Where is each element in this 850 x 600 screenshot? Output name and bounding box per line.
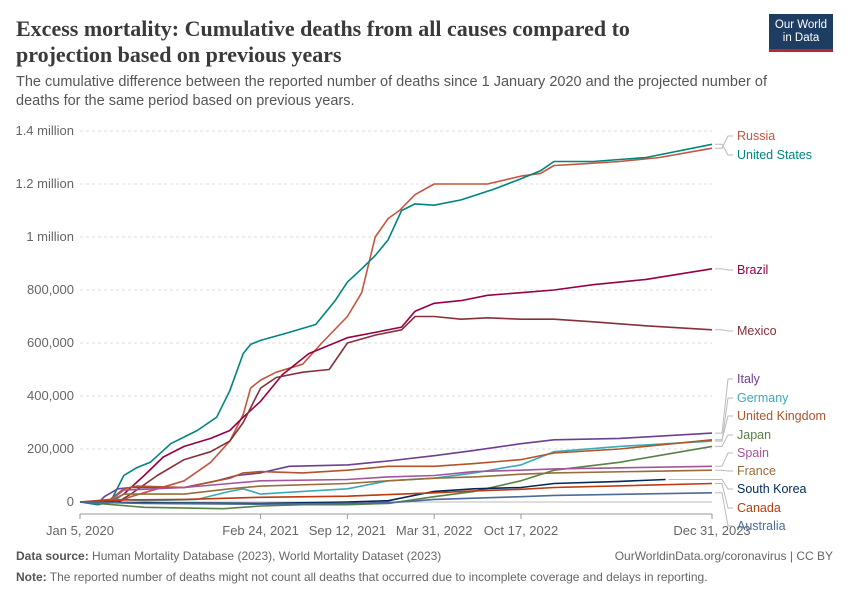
label-connector [715, 135, 733, 149]
y-tick-label: 200,000 [27, 441, 74, 456]
series-label-france[interactable]: France [737, 464, 776, 478]
label-connector [715, 143, 733, 156]
series-label-mexico[interactable]: Mexico [737, 324, 777, 338]
y-tick-label: 1.2 million [15, 176, 74, 191]
series-line-united-states[interactable] [79, 143, 713, 506]
series-line-russia[interactable] [80, 147, 713, 503]
label-connector [715, 469, 733, 472]
logo-line-2: in Data [782, 31, 820, 44]
footnote: Note: The reported number of deaths migh… [16, 570, 708, 584]
x-tick-label: Jan 5, 2020 [46, 523, 114, 538]
label-connector [668, 479, 733, 490]
note-text: The reported number of deaths might not … [49, 570, 708, 584]
y-tick-label: 1.4 million [15, 123, 74, 138]
series-label-canada[interactable]: Canada [737, 501, 781, 515]
series-label-russia[interactable]: Russia [737, 129, 775, 143]
series-label-united-states[interactable]: United States [737, 148, 812, 162]
source-url[interactable]: OurWorldinData.org/coronavirus | CC BY [614, 549, 833, 563]
x-tick-label: Oct 17, 2022 [484, 523, 558, 538]
source-text: Human Mortality Database (2023), World M… [92, 549, 442, 563]
series-label-germany[interactable]: Germany [737, 391, 789, 405]
series-line-united-kingdom[interactable] [79, 439, 713, 503]
series-label-brazil[interactable]: Brazil [737, 263, 768, 277]
y-tick-label: 800,000 [27, 282, 74, 297]
label-connector [715, 397, 733, 442]
x-tick-label: Sep 12, 2021 [309, 523, 386, 538]
series-line-france[interactable] [79, 469, 713, 503]
label-connector [715, 268, 733, 271]
x-axis: Jan 5, 2020 Feb 24, 2021 Sep 12, 2021 Mar 3… [46, 513, 751, 538]
x-tick-label: Feb 24, 2021 [222, 523, 299, 538]
series-label-australia[interactable]: Australia [737, 519, 786, 533]
series-label-japan[interactable]: Japan [737, 428, 771, 442]
series-line-japan[interactable] [79, 445, 713, 510]
chart-title: Excess mortality: Cumulative deaths from… [16, 16, 630, 67]
series-label-united-kingdom[interactable]: United Kingdom [737, 409, 826, 423]
series-label-south-korea[interactable]: South Korea [737, 482, 807, 496]
chart-subtitle: The cumulative difference between the re… [16, 74, 767, 109]
y-axis-ticks: 0 200,000 400,000 600,000 800,000 1 million 1.… [15, 123, 74, 509]
label-connector [715, 434, 733, 447]
label-connector [715, 492, 733, 527]
owid-logo[interactable]: Our World in Data [769, 14, 833, 52]
logo-line-1: Our World [774, 18, 828, 31]
label-connector [715, 329, 733, 332]
x-tick-label: Mar 31, 2022 [396, 523, 473, 538]
series-line-canada[interactable] [79, 482, 713, 503]
y-tick-label: 1 million [26, 229, 74, 244]
series-line-australia[interactable] [79, 492, 713, 505]
x-tick-label: Dec 31, 2023 [673, 523, 750, 538]
source-label: Data source: [16, 549, 89, 563]
series-label-italy[interactable]: Italy [737, 372, 761, 386]
y-tick-label: 600,000 [27, 335, 74, 350]
series-line-brazil[interactable] [80, 268, 713, 503]
series-line-italy[interactable] [79, 432, 713, 505]
source-note: Data source: Human Mortality Database (2… [16, 549, 441, 563]
series-line-mexico[interactable] [80, 315, 713, 503]
y-tick-label: 0 [67, 494, 74, 509]
label-connector [715, 452, 733, 467]
series-line-spain[interactable] [80, 465, 713, 503]
series-labels: Russia United States Brazil Mexico Italy Germ… [668, 129, 826, 533]
label-connector [715, 378, 733, 434]
series-label-spain[interactable]: Spain [737, 446, 769, 460]
label-connector [715, 482, 733, 509]
y-tick-label: 400,000 [27, 388, 74, 403]
note-label: Note: [16, 570, 47, 584]
series-lines [79, 143, 713, 510]
label-connector [715, 415, 733, 441]
